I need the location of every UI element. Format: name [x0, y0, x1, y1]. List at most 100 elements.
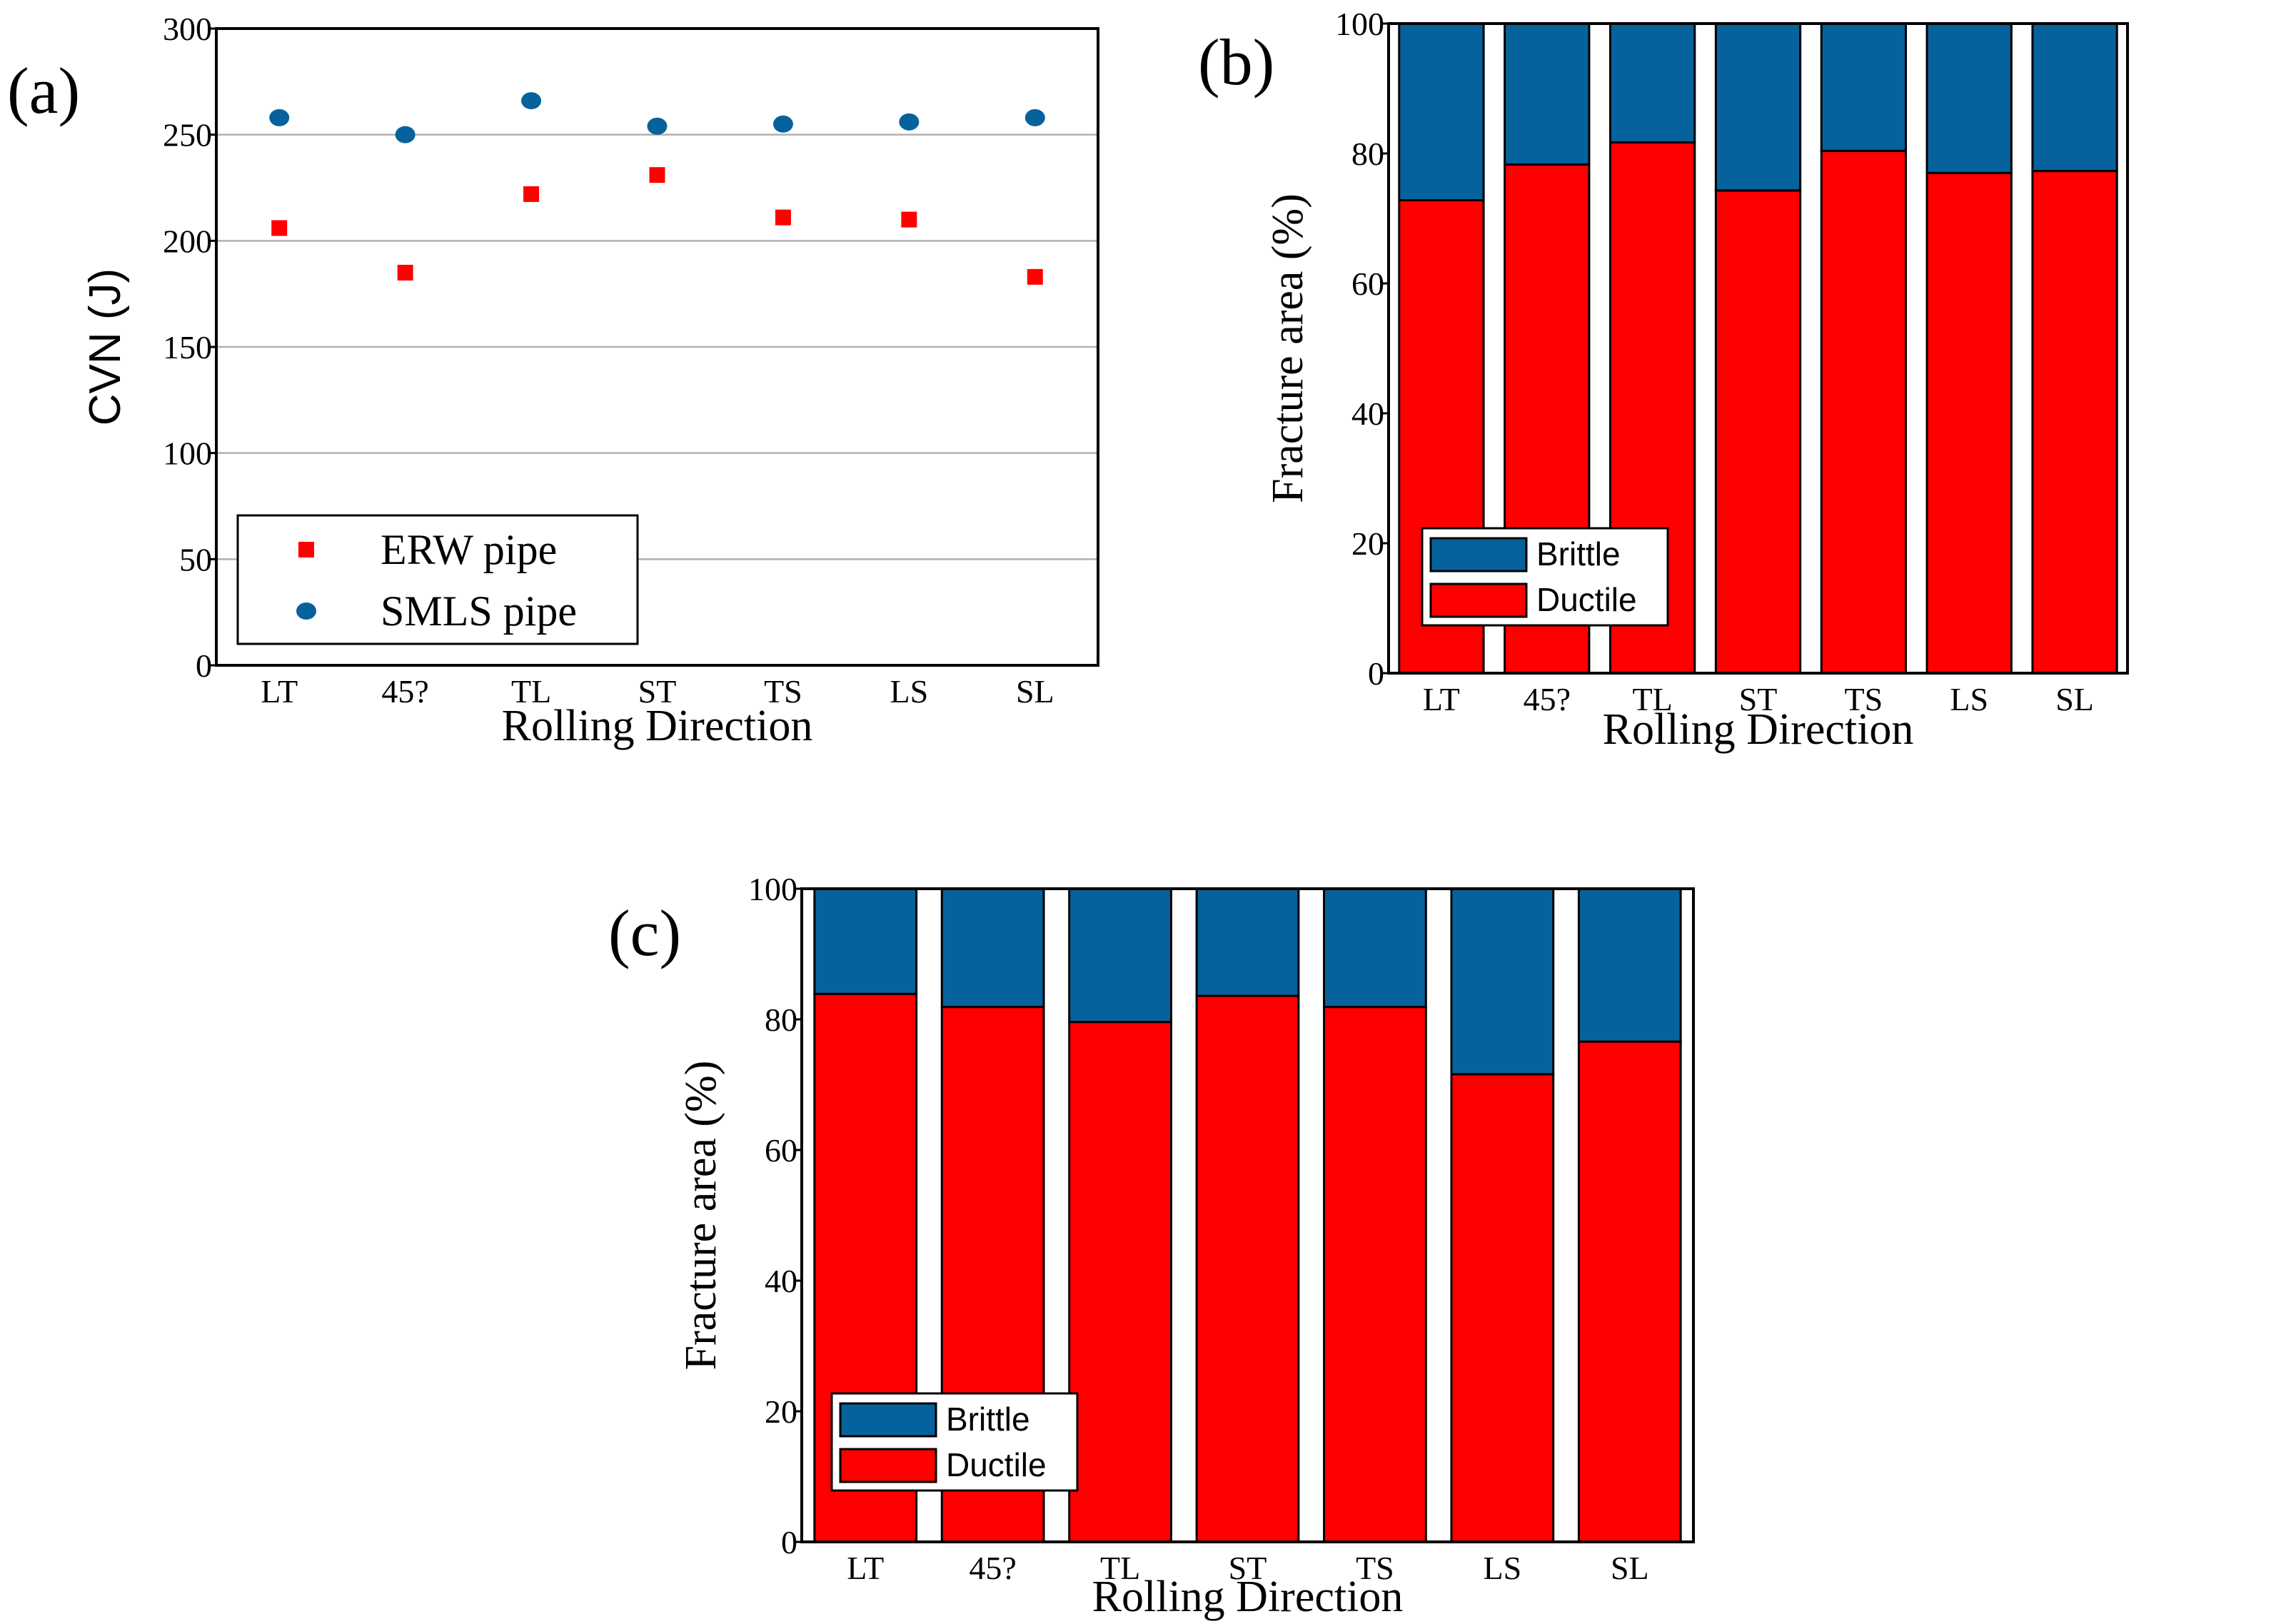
y-axis-title: Fracture area (%): [677, 1061, 725, 1371]
x-tick-label: 45?: [1524, 681, 1571, 717]
panel-label: (c): [608, 897, 681, 969]
x-tick-label: LS: [890, 673, 929, 710]
point-erw-pipe-ST: [649, 167, 665, 183]
x-tick-label: TS: [1845, 681, 1883, 717]
y-tick-label: 0: [781, 1524, 797, 1560]
legend-swatch-ductile: [839, 1448, 937, 1483]
x-tick-label: 45?: [381, 673, 428, 710]
bar-ductile-TS: [1820, 149, 1908, 675]
y-tick-label: 40: [765, 1263, 797, 1299]
bar-brittle-ST: [1714, 22, 1802, 192]
plot-frame: [800, 887, 1695, 1543]
y-tick-label: 80: [765, 1002, 797, 1038]
point-smls-pipe-LT: [269, 109, 290, 126]
bar-ductile-ST: [1195, 994, 1300, 1543]
y-tick-label: 60: [1351, 266, 1384, 302]
legend-symbol-square: [298, 542, 314, 558]
y-tick-label: 300: [163, 11, 212, 47]
x-tick-label: TL: [511, 673, 551, 710]
y-tick-label: 100: [1335, 6, 1384, 42]
panel-label: (a): [7, 54, 80, 127]
legend-label: SMLS pipe: [381, 587, 577, 635]
x-tick-label: 45?: [969, 1550, 1016, 1586]
legend-label: Ductile: [946, 1446, 1047, 1483]
point-erw-pipe-LT: [271, 220, 288, 236]
x-tick-label: SL: [1611, 1550, 1649, 1586]
bar-ductile-LS: [1925, 171, 2013, 675]
y-tick-label: 20: [765, 1393, 797, 1430]
panel-label: (b): [1198, 26, 1274, 99]
bar-brittle-SL: [1577, 887, 1682, 1043]
y-axis-title: Fracture area (%): [1264, 193, 1312, 503]
panel-a-cvn-scatter: 0 50 100 150 200 250 300 LT 45? TL ST TS LS SL Rolling…: [7, 11, 1099, 750]
x-tick-label: TS: [764, 673, 802, 710]
legend-box: [236, 514, 639, 645]
x-tick-label: ST: [1229, 1550, 1267, 1586]
point-erw-pipe-TS: [775, 209, 791, 226]
x-tick-label: LT: [1423, 681, 1460, 717]
legend-symbol-circle: [296, 602, 316, 620]
y-tick-label: 80: [1351, 136, 1384, 172]
bar-brittle-TL: [1609, 22, 1696, 144]
bar-brittle-TS: [1323, 887, 1427, 1009]
legend-label: Brittle: [946, 1401, 1030, 1438]
x-tick-label: ST: [1739, 681, 1778, 717]
bar-brittle-LS: [1450, 887, 1555, 1076]
x-tick-label: TL: [1100, 1550, 1140, 1586]
x-axis-title: Rolling Direction: [1092, 1573, 1404, 1621]
legend-label: Ductile: [1536, 581, 1637, 618]
x-tick-label: LS: [1950, 681, 1988, 717]
bar-ductile-TS: [1323, 1006, 1427, 1543]
legend-label: ERW pipe: [381, 526, 557, 573]
x-tick-label: TL: [1633, 681, 1673, 717]
y-tick-label: 0: [1368, 655, 1384, 692]
legend-swatch-brittle: [839, 1402, 937, 1438]
y-tick-label: 40: [1351, 395, 1384, 432]
x-tick-label: SL: [1016, 673, 1054, 710]
x-tick-label: LT: [261, 673, 298, 710]
bar-brittle-TL: [1068, 887, 1172, 1024]
x-axis-title: Rolling Direction: [502, 702, 813, 750]
x-tick-label: LT: [847, 1550, 884, 1586]
y-tick-label: 50: [179, 541, 212, 578]
y-axis-title: CVN (J): [81, 268, 130, 425]
panel-c-fracture-area-bars: 0 20 40 60 80 100 LT 45? TL ST TS LS SL Rolling Direc…: [608, 871, 1695, 1621]
y-tick-label: 100: [748, 871, 797, 907]
plot-frame: [1387, 22, 2129, 675]
bar-ductile-LS: [1450, 1073, 1555, 1543]
x-tick-label: LS: [1484, 1550, 1522, 1586]
y-tick-label: 250: [163, 117, 212, 153]
bar-brittle-LT: [813, 887, 918, 995]
legend-label: Brittle: [1536, 535, 1621, 573]
bar-brittle-SL: [2031, 22, 2118, 173]
point-erw-pipe-45?: [397, 264, 413, 281]
y-tick-label: 0: [196, 647, 212, 684]
bar-brittle-LS: [1925, 22, 2013, 174]
bar-ductile-TL: [1068, 1021, 1172, 1543]
point-smls-pipe-ST: [647, 117, 668, 135]
y-tick-label: 150: [163, 329, 212, 365]
bar-brittle-LT: [1398, 22, 1485, 202]
x-axis-title: Rolling Direction: [1603, 705, 1914, 754]
point-erw-pipe-LS: [901, 211, 917, 228]
y-tick-label: 200: [163, 223, 212, 259]
panel-b-fracture-area-bars: 0 20 40 60 80 100 LT 45? TL ST TS LS SL Rolling Direc…: [1198, 6, 2129, 754]
point-smls-pipe-SL: [1024, 109, 1045, 126]
x-tick-label: ST: [638, 673, 677, 710]
point-erw-pipe-SL: [1027, 268, 1043, 285]
point-smls-pipe-TL: [521, 92, 542, 110]
bar-brittle-TS: [1820, 22, 1908, 152]
legend-swatch-brittle: [1429, 537, 1528, 573]
legend-swatch-ductile: [1429, 582, 1528, 618]
x-tick-label: SL: [2055, 681, 2094, 717]
point-erw-pipe-TL: [523, 186, 540, 202]
y-tick-label: 20: [1351, 525, 1384, 562]
point-smls-pipe-TS: [772, 115, 793, 133]
bar-ductile-SL: [1577, 1040, 1682, 1543]
y-tick-label: 100: [163, 435, 212, 472]
bar-ductile-ST: [1714, 189, 1802, 675]
bar-brittle-ST: [1195, 887, 1300, 997]
bar-brittle-45?: [1504, 22, 1591, 166]
y-tick-label: 60: [765, 1132, 797, 1169]
